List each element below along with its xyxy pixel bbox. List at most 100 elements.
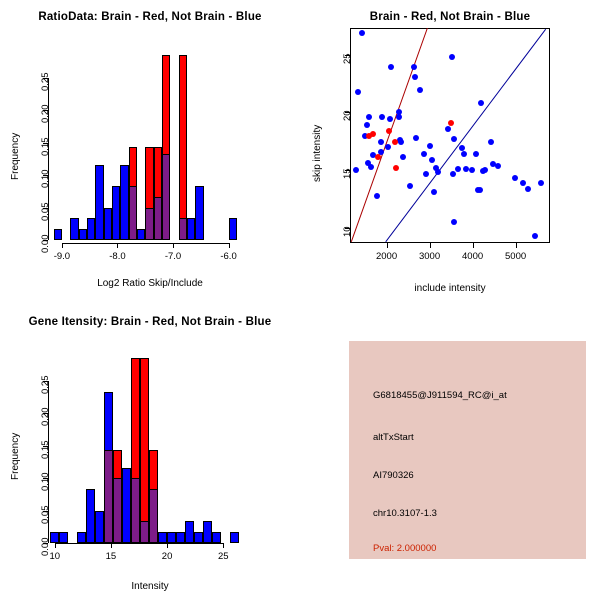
gene-histogram-ylabel: Frequency [10, 432, 21, 480]
scatter-point-blue [487, 139, 494, 146]
scatter-point-blue [520, 179, 527, 186]
event-type-text: altTxStart [373, 432, 414, 443]
panel-gene-histogram: Gene Itensity: Brain - Red, Not Brain - … [0, 300, 300, 600]
scatter-point-blue [524, 185, 531, 192]
x-tick-label: 25 [217, 551, 229, 562]
x-tick [61, 243, 63, 248]
x-tick [173, 243, 174, 248]
scatter-point-blue [384, 144, 391, 151]
histogram-bar-blue [103, 207, 112, 240]
y-tick [345, 227, 350, 229]
histogram-bar-blue [95, 510, 105, 543]
scatter-point-blue [495, 162, 502, 169]
x-tick-label: 10 [49, 551, 61, 562]
scatter-point-blue [451, 219, 458, 226]
scatter-point-blue [363, 122, 370, 129]
scatter-point-blue [423, 170, 430, 177]
scatter-point-red [369, 131, 376, 138]
x-tick [54, 543, 56, 548]
scatter-point-blue [537, 179, 544, 186]
x-tick-label: -8.0 [109, 251, 126, 262]
histogram-bar-blue [230, 532, 240, 543]
scatter-point-blue [434, 169, 441, 176]
histogram-bar-blue [194, 532, 204, 543]
scatter-point-red [374, 154, 381, 161]
scatter-point-blue [448, 53, 455, 60]
y-tick [43, 110, 48, 112]
scatter-point-blue [359, 29, 366, 36]
x-tick [515, 243, 517, 248]
y-tick-label: 0.20 [40, 407, 51, 427]
histogram-bar-blue [195, 185, 204, 240]
y-tick [345, 112, 350, 114]
histogram-bar-red [178, 54, 187, 240]
y-tick [43, 413, 48, 415]
y-tick-label: 0.25 [40, 375, 51, 394]
x-tick-label: -9.0 [53, 251, 71, 262]
scatter-point-blue [450, 135, 457, 142]
histogram-bar-blue [228, 218, 237, 240]
blue-diagonal [385, 28, 547, 243]
histogram-bar-overlap [153, 196, 162, 240]
scatter-ylabel: skip intensity [312, 124, 323, 182]
probe-id-text: G6818455@J911594_RC@i_at [373, 390, 507, 401]
y-tick-label: 0.10 [40, 472, 51, 492]
y-tick-label: 0.25 [40, 72, 51, 91]
x-tick [386, 243, 388, 248]
histogram-bar-blue [122, 468, 132, 543]
y-tick [345, 170, 350, 172]
scatter-point-blue [482, 167, 489, 174]
histogram-bar-overlap [104, 450, 114, 543]
accession-text: AI790326 [373, 470, 414, 481]
scatter-point-blue [361, 132, 368, 139]
scatter-point-blue [378, 139, 385, 146]
histogram-bar-blue [203, 521, 213, 543]
y-tick [43, 478, 48, 480]
scatter-point-blue [473, 150, 480, 157]
scatter-point-blue [490, 161, 497, 168]
scatter-point-blue [395, 114, 402, 120]
x-tick-label: 5000 [505, 251, 527, 262]
scatter-xlabel: include intensity [414, 283, 486, 294]
x-tick-label: 15 [105, 551, 117, 562]
y-tick [43, 240, 48, 241]
y-tick [43, 142, 48, 144]
histogram-bar-blue [185, 521, 195, 543]
x-tick-label: 4000 [462, 251, 484, 262]
panel-intensity-scatter: Brain - Red, Not Brain - Blue 10 15 20 25 20… [300, 0, 600, 300]
scatter-point-blue [455, 166, 462, 173]
x-tick-label: 2000 [375, 251, 398, 262]
scatter-point-blue [406, 183, 413, 190]
gene-histogram-xlabel: Intensity [131, 581, 169, 592]
ratio-histogram-ylabel: Frequency [10, 132, 21, 180]
y-tick [43, 543, 48, 544]
red-diagonal [350, 28, 428, 243]
y-tick [43, 380, 48, 382]
scatter-point-blue [386, 116, 393, 123]
x-axis-line [54, 543, 224, 544]
scatter-point-blue [354, 88, 361, 95]
histogram-bar-overlap [145, 207, 154, 240]
y-tick-label: 0.15 [40, 440, 51, 459]
pval-text: Pval: 2.000000 [373, 543, 437, 554]
x-tick [223, 543, 225, 548]
panel-gene-info: G6818455@J911594_RC@i_at altTxStart AI79… [300, 300, 600, 600]
scatter-frame [350, 28, 550, 243]
x-tick-label: 3000 [418, 251, 441, 262]
x-axis-line [61, 243, 229, 244]
x-tick [117, 243, 119, 248]
ratio-histogram-xlabel: Log2 Ratio Skip/Include [97, 278, 203, 289]
scatter-point-blue [469, 167, 476, 174]
y-tick-label: 0.20 [40, 104, 51, 124]
histogram-bar-overlap [140, 521, 150, 543]
x-tick-label: -7.0 [164, 251, 182, 262]
histogram-bar-overlap [113, 478, 123, 543]
locus-text: chr10.3107-1.3 [373, 508, 437, 519]
scatter-point-blue [411, 64, 418, 71]
y-tick-label: 0.05 [40, 202, 51, 221]
scatter-point-blue [364, 160, 371, 167]
histogram-bar-red [140, 357, 150, 543]
scatter-reference-lines [350, 28, 547, 243]
histogram-bar-blue [86, 218, 96, 240]
